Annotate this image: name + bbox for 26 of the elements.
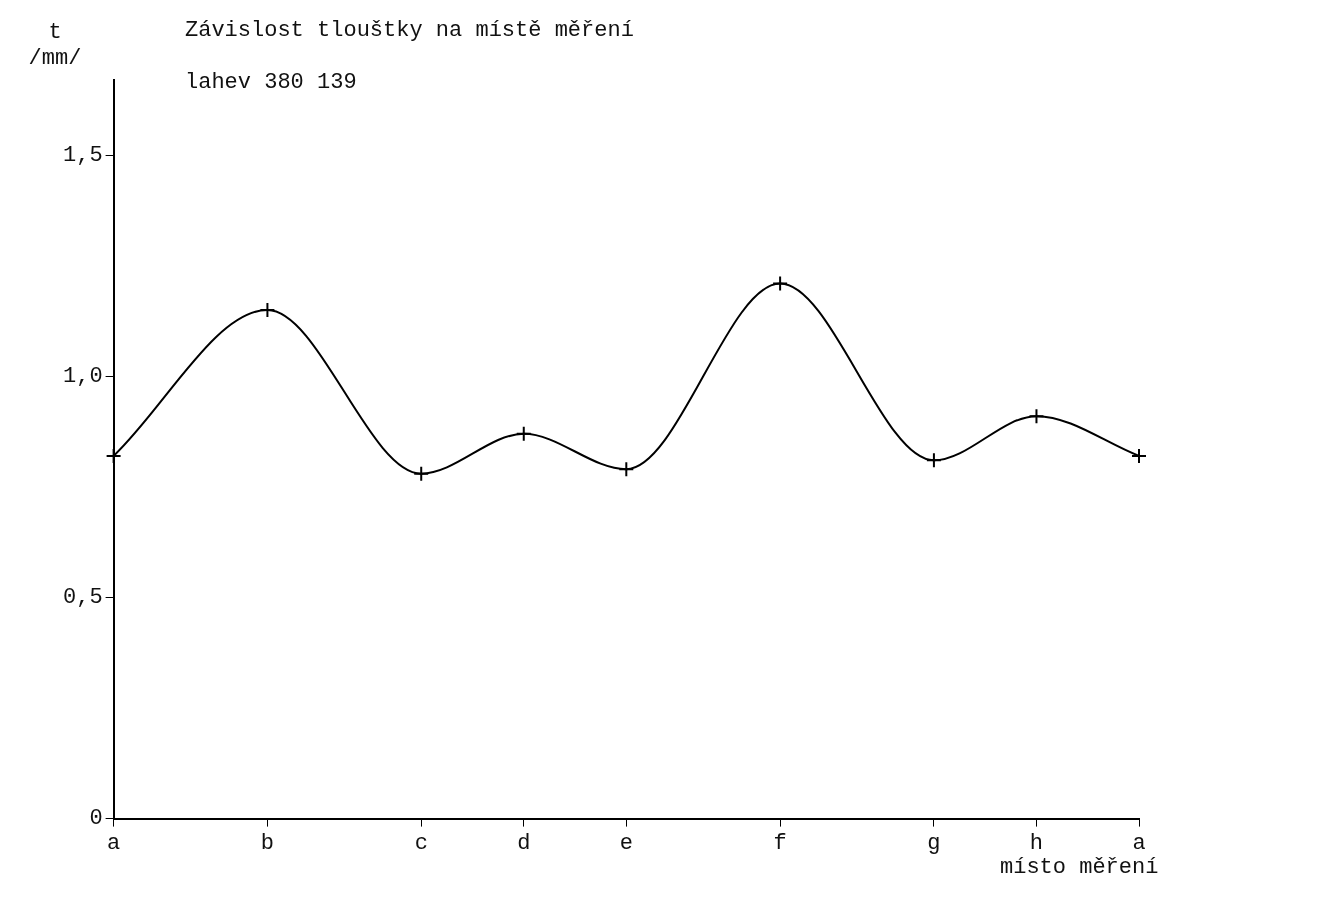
x-tick-label: e [619,830,633,856]
x-tick-label: a [1132,830,1146,856]
x-tick-label: f [773,830,787,856]
x-tick-label: a [107,830,121,856]
y-tick-label: 1,0 [63,364,103,390]
y-tick-label: 1,5 [63,143,103,169]
point [105,447,122,464]
point [925,452,942,469]
point [413,465,430,482]
y-tick-label: 0,5 [63,585,103,611]
x-tick-label: h [1029,830,1044,856]
x-tick-label: c [414,830,428,856]
x-tick-label: g [927,830,941,856]
y-axis-title: t /mm/ [27,20,83,72]
point [618,461,635,478]
point [1131,447,1147,464]
point [1028,408,1045,425]
point [259,301,276,318]
x-axis-title: místo měření [1000,855,1159,880]
point [515,425,532,442]
point [772,275,789,292]
x-tick-label: d [517,830,531,856]
x-tick-label: b [260,830,275,856]
chart-subtitle: lahev 380 139 [185,70,357,95]
chart-title: Závislost tlouštky na místě měření [185,18,634,43]
y-tick-label: 0 [89,806,103,832]
